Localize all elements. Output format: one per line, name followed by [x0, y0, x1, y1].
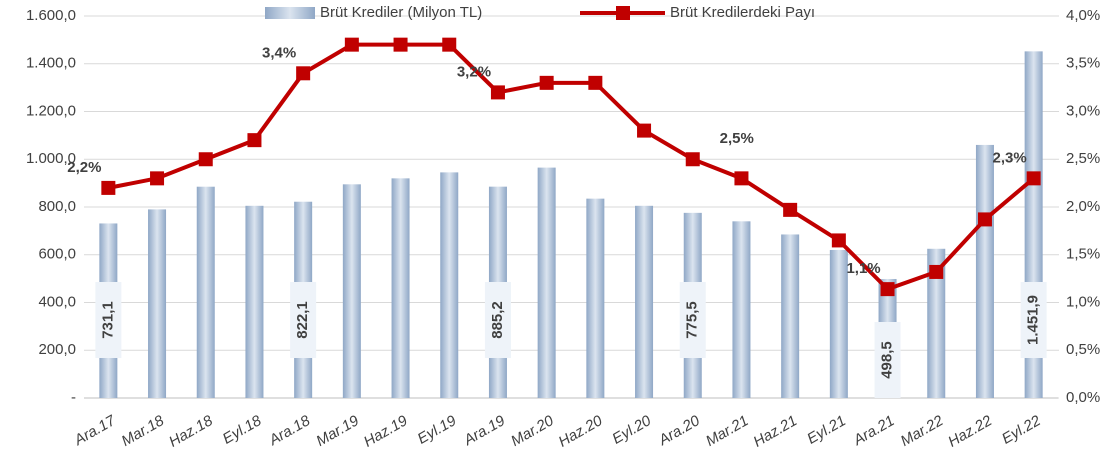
marker [393, 37, 408, 52]
legend-swatch [265, 7, 315, 19]
x-tick-label: Eyl.22 [999, 412, 1044, 448]
marker [685, 152, 700, 167]
y-tick-label: 1.400,0 [26, 55, 76, 72]
x-tick-label: Ara.18 [265, 412, 313, 450]
y2-tick-label: 2,5% [1066, 150, 1100, 167]
x-tick-label: Eyl.18 [220, 412, 265, 448]
y-tick-label: 1.200,0 [26, 102, 76, 119]
line [107, 42, 1035, 292]
y2-tick-label: 4,0% [1066, 7, 1100, 24]
x-tick-label: Eyl.21 [804, 412, 849, 448]
bar [927, 248, 946, 398]
bar [391, 178, 410, 398]
label-box [1020, 282, 1047, 358]
x-tick-label: Haz.19 [361, 412, 411, 451]
legend-marker [616, 6, 630, 20]
y-tick-label: - [71, 389, 76, 406]
legend-label: Brüt Krediler (Milyon TL) [320, 4, 482, 21]
bar-value-label: 885,2 [489, 301, 506, 339]
bar-value-label: 498,5 [879, 341, 896, 379]
marker [490, 85, 505, 100]
x-tick-label: Ara.20 [655, 412, 703, 450]
x-tick-label: Haz.20 [556, 412, 606, 451]
x-tick-label: Mar.19 [313, 412, 362, 450]
bar [829, 249, 848, 398]
line-value-label: 3,2% [457, 63, 491, 80]
y2-tick-label: 0,5% [1066, 341, 1100, 358]
line-value-label: 3,4% [262, 44, 296, 61]
bar [196, 186, 215, 398]
bar-value-label: 1.451,9 [1025, 295, 1042, 345]
label-box [95, 282, 122, 358]
y-tick-label: 400,0 [38, 293, 76, 310]
marker [539, 75, 554, 90]
marker [442, 37, 457, 52]
y2-tick-label: 1,0% [1066, 293, 1100, 310]
label-box [874, 322, 901, 398]
marker [296, 66, 311, 81]
x-tick-label: Mar.22 [898, 412, 947, 450]
x-tick-label: Haz.18 [166, 412, 216, 451]
marker [198, 152, 213, 167]
bar [732, 221, 751, 398]
line-value-label: 2,5% [720, 130, 754, 147]
marker [734, 171, 749, 186]
legend-label: Brüt Kredilerdeki Payı [670, 4, 815, 21]
y-tick-label: 1.600,0 [26, 7, 76, 24]
marker [637, 123, 652, 138]
marker [150, 171, 165, 186]
bar [975, 144, 994, 398]
bar [440, 172, 459, 398]
marker [247, 133, 262, 148]
y2-tick-label: 3,5% [1066, 55, 1100, 72]
x-tick-label: Ara.17 [71, 412, 119, 450]
bar-value-label: 731,1 [99, 301, 116, 339]
bar [586, 198, 605, 398]
marker [588, 75, 603, 90]
y-tick-label: 600,0 [38, 246, 76, 263]
x-tick-label: Haz.22 [945, 412, 995, 451]
marker [831, 233, 846, 248]
y2-tick-label: 0,0% [1066, 389, 1100, 406]
line-value-label: 2,3% [993, 149, 1027, 166]
marker [344, 37, 359, 52]
y2-tick-label: 3,0% [1066, 102, 1100, 119]
x-tick-label: Ara.21 [850, 412, 898, 449]
label-box [290, 282, 317, 358]
bar [342, 184, 361, 398]
bar [148, 209, 167, 398]
bar-value-label: 775,5 [684, 301, 701, 339]
marker [1026, 171, 1041, 186]
y-tick-label: 1.000,0 [26, 150, 76, 167]
marker [783, 202, 798, 217]
bar [537, 167, 556, 398]
bar [781, 234, 800, 398]
x-tick-label: Haz.21 [750, 412, 800, 450]
marker [929, 264, 944, 279]
y-tick-label: 200,0 [38, 341, 76, 358]
label-box [679, 282, 706, 358]
marker [977, 212, 992, 227]
x-tick-label: Eyl.19 [415, 412, 460, 448]
bar-value-label: 822,1 [294, 301, 311, 339]
marker [101, 180, 116, 195]
y2-tick-label: 2,0% [1066, 198, 1100, 215]
line-value-label: 1,1% [846, 260, 880, 277]
bar [635, 205, 654, 398]
x-tick-label: Mar.20 [508, 412, 557, 450]
label-box [484, 282, 511, 358]
x-tick-label: Eyl.20 [609, 412, 654, 448]
x-tick-label: Mar.21 [703, 412, 751, 450]
line-value-label: 2,2% [67, 159, 101, 176]
marker [880, 282, 895, 297]
x-tick-label: Mar.18 [119, 412, 168, 450]
y-tick-label: 800,0 [38, 198, 76, 215]
x-tick-label: Ara.19 [460, 412, 508, 450]
y2-tick-label: 1,5% [1066, 246, 1100, 263]
bar [245, 205, 264, 398]
